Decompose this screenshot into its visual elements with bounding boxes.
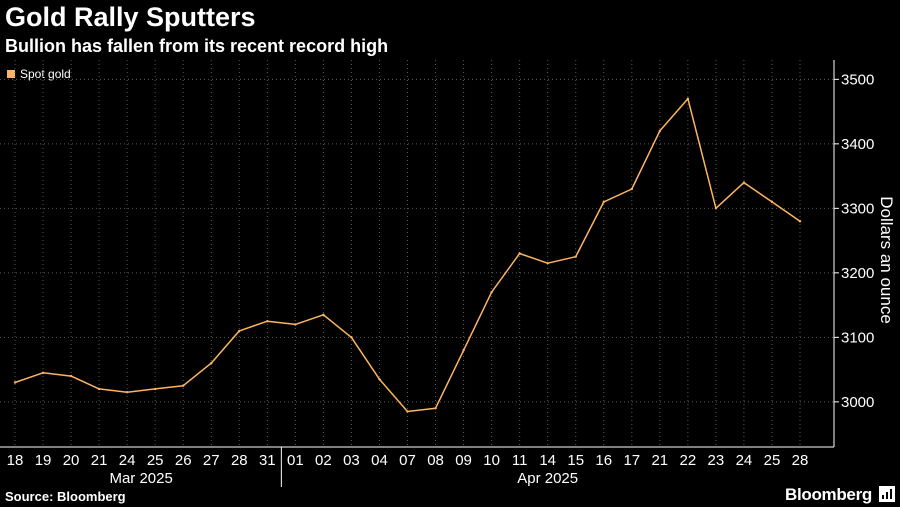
data-point [630,187,633,191]
data-point [490,291,493,294]
source-note: Source: Bloomberg [5,489,126,504]
x-tick-label: 25 [147,452,164,469]
x-tick-label: 08 [427,452,444,469]
y-axis-label: Dollars an ounce [877,196,896,324]
data-point [546,261,549,265]
data-point [153,387,157,391]
x-tick-label: 14 [539,452,556,469]
data-point [462,349,465,352]
legend-label: Spot gold [20,67,71,81]
data-point [658,129,662,133]
x-tick-label: 25 [764,452,781,469]
brand-logo: Bloomberg [784,485,872,504]
y-tick-label: 3400 [841,136,874,153]
x-tick-label: 17 [623,452,640,469]
x-tick-label: 24 [119,452,136,469]
data-point [13,381,17,384]
x-tick-label: 18 [7,452,24,469]
x-tick-label: 09 [455,452,472,469]
data-point [182,384,185,387]
data-point [798,220,802,223]
legend: Spot gold [7,67,71,81]
x-tick-label: 04 [371,452,388,469]
data-point [686,97,690,100]
data-point [69,374,73,378]
data-point [770,200,774,204]
x-group-label: Apr 2025 [517,470,578,487]
data-point [350,336,353,339]
x-tick-label: 07 [399,452,416,469]
x-tick-label: 10 [483,452,500,469]
data-point [322,313,325,316]
x-tick-label: 27 [203,452,220,469]
chart-title: Gold Rally Sputters [5,2,256,32]
x-tick-label: 01 [287,452,304,469]
data-point [266,320,269,323]
data-point [406,410,409,413]
x-tick-label: 11 [512,452,528,469]
y-tick-label: 3100 [841,329,874,346]
y-tick-label: 3300 [841,200,874,217]
data-point [97,387,101,391]
data-point [125,390,129,394]
data-point [714,207,718,210]
data-point [294,323,297,326]
x-tick-label: 24 [736,452,753,469]
data-point [378,378,381,381]
y-tick-label: 3000 [841,394,874,411]
x-tick-label: 15 [567,452,584,469]
x-tick-label: 28 [231,452,248,469]
data-point [518,252,521,255]
data-point [602,200,605,204]
legend-swatch [7,70,15,78]
data-point [41,371,45,375]
data-point [434,407,437,410]
x-tick-label: 19 [35,452,52,469]
y-tick-label: 3500 [841,71,874,88]
x-tick-label: 26 [175,452,192,469]
data-point [210,361,213,365]
x-tick-label: 21 [91,452,108,469]
data-point [574,255,577,258]
x-tick-label: 03 [343,452,360,469]
x-tick-label: 02 [315,452,332,469]
x-tick-label: 31 [259,452,276,469]
x-tick-label: 20 [63,452,80,469]
chart-icon [879,486,895,502]
y-tick-label: 3200 [841,265,874,282]
x-group-label: Mar 2025 [109,470,172,487]
chart-subtitle: Bullion has fallen from its recent recor… [5,36,389,56]
x-tick-label: 21 [651,452,668,469]
x-tick-label: 23 [708,452,725,469]
x-tick-label: 28 [792,452,809,469]
x-tick-label: 22 [680,452,697,469]
data-point [742,181,746,184]
x-tick-label: 16 [595,452,612,469]
data-point [238,329,241,333]
